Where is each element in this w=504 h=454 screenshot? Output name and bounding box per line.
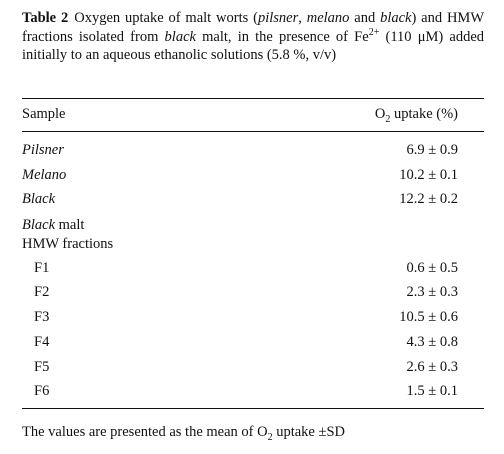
table-row: Pilsner 6.9 ± 0.9 xyxy=(22,142,458,166)
header-text: 2 xyxy=(385,113,391,125)
cell: 0.6 ± 0.5 xyxy=(406,260,458,276)
cell: Black xyxy=(22,191,56,207)
caption: Table 2 Oxygen uptake of malt worts (pils… xyxy=(22,9,484,65)
rule xyxy=(22,98,484,99)
footnote-text: 2 xyxy=(267,431,273,443)
cell: 1.5 ± 0.1 xyxy=(406,383,458,399)
cell: Pilsner xyxy=(22,142,64,158)
table-row: Black malt HMW fractions xyxy=(22,216,458,252)
cell-text: malt xyxy=(55,217,85,233)
cell: 10.5 ± 0.6 xyxy=(399,309,458,325)
cell: F1 xyxy=(34,260,50,276)
header-text: uptake (%) xyxy=(390,106,458,122)
cell: F5 xyxy=(34,359,50,375)
footnote-text: The values are presented as the mean of … xyxy=(22,424,268,440)
cell: 6.9 ± 0.9 xyxy=(406,142,458,158)
cell: Black malt HMW fractions xyxy=(22,216,113,254)
cell: F3 xyxy=(34,309,50,325)
caption-text: (110 μM) added initially to an aqueous e… xyxy=(22,28,485,64)
rule xyxy=(22,408,484,409)
caption-label: Table 2 xyxy=(22,10,69,26)
caption-text: black xyxy=(164,28,196,45)
table-row: F4 4.3 ± 0.8 xyxy=(22,334,458,358)
footnote: The values are presented as the mean of … xyxy=(22,424,345,443)
cell: 2.3 ± 0.3 xyxy=(406,284,458,300)
cell: 10.2 ± 0.1 xyxy=(399,167,458,183)
table-row: F5 2.6 ± 0.3 xyxy=(22,359,458,383)
caption-text: , xyxy=(298,10,307,26)
rule xyxy=(22,131,484,132)
caption-text: malt, in the presence of Fe xyxy=(195,28,369,45)
cell: 4.3 ± 0.8 xyxy=(406,334,458,350)
cell: 12.2 ± 0.2 xyxy=(399,191,458,207)
cell: F2 xyxy=(34,284,50,300)
cell: F4 xyxy=(34,334,50,350)
header-text: O xyxy=(374,106,386,122)
table-row: F3 10.5 ± 0.6 xyxy=(22,309,458,333)
cell-text: Black xyxy=(22,217,56,233)
cell-text: HMW fractions xyxy=(22,236,114,252)
cell: F6 xyxy=(34,383,50,399)
cell: Melano xyxy=(22,167,67,183)
caption-text: melano xyxy=(306,10,350,26)
footnote-text: uptake ±SD xyxy=(272,424,345,440)
caption-text: 2+ xyxy=(368,26,380,38)
table-row: F2 2.3 ± 0.3 xyxy=(22,284,458,308)
caption-text: pilsner xyxy=(257,10,299,26)
header-cell: Sample xyxy=(22,106,66,122)
header-cell: O2 uptake (%) xyxy=(374,106,458,125)
cell: 2.6 ± 0.3 xyxy=(406,359,458,375)
caption-text: and xyxy=(349,10,381,26)
table-row: Black 12.2 ± 0.2 xyxy=(22,191,458,215)
caption-text: Oxygen uptake of malt worts ( xyxy=(74,10,258,26)
table-row: Melano 10.2 ± 0.1 xyxy=(22,167,458,191)
table-row: F6 1.5 ± 0.1 xyxy=(22,383,458,407)
caption-text: black xyxy=(380,10,412,26)
table-row: F1 0.6 ± 0.5 xyxy=(22,260,458,284)
caption-text: ) and HMW fractions isolated from xyxy=(22,10,485,45)
header-row: Sample O2 uptake (%) xyxy=(22,106,458,130)
